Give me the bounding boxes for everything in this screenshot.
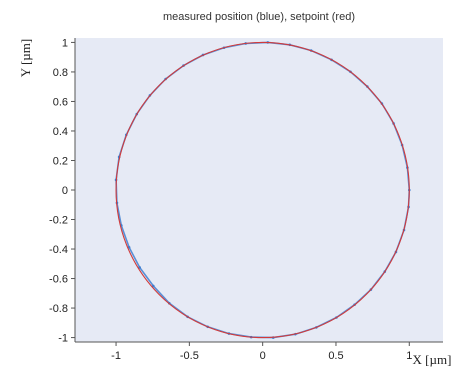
- x-tick-label: 1: [406, 350, 412, 362]
- x-tick-label: -0.5: [180, 350, 199, 362]
- y-tick-label: 0: [62, 185, 68, 197]
- y-tick-label: 0.6: [53, 96, 68, 108]
- y-axis-label: Y [µm]: [18, 39, 33, 77]
- x-axis-ticks: -1 -0.5 0 0.5 1: [111, 342, 412, 362]
- y-tick-label: 0.2: [53, 155, 68, 167]
- y-axis-ticks: -1 -0.8 -0.6 -0.4 -0.2 0 0.2 0.4 0.6 0.8 1: [49, 37, 75, 345]
- measured-position-point: [138, 266, 141, 269]
- y-tick-label: 0.8: [53, 67, 68, 79]
- measured-position-point: [151, 284, 155, 288]
- setpoint-circle: [115, 41, 410, 339]
- x-tick-label: 0: [260, 350, 266, 362]
- x-tick-label: 0.5: [328, 350, 343, 362]
- y-tick-label: -0.6: [49, 274, 68, 286]
- series-layer: [114, 41, 411, 339]
- plot-area: [75, 38, 443, 342]
- y-tick-label: 1: [62, 37, 68, 49]
- y-tick-label: -0.8: [49, 303, 68, 315]
- measured-position-point: [127, 245, 131, 249]
- x-tick-label: -1: [111, 350, 121, 362]
- chart-title: measured position (blue), setpoint (red): [163, 11, 355, 23]
- y-tick-label: -1: [58, 333, 68, 345]
- y-tick-label: -0.4: [49, 244, 68, 256]
- y-tick-label: -0.2: [49, 215, 68, 227]
- y-tick-label: 0.4: [53, 126, 68, 138]
- x-axis-label: X [µm]: [413, 352, 452, 367]
